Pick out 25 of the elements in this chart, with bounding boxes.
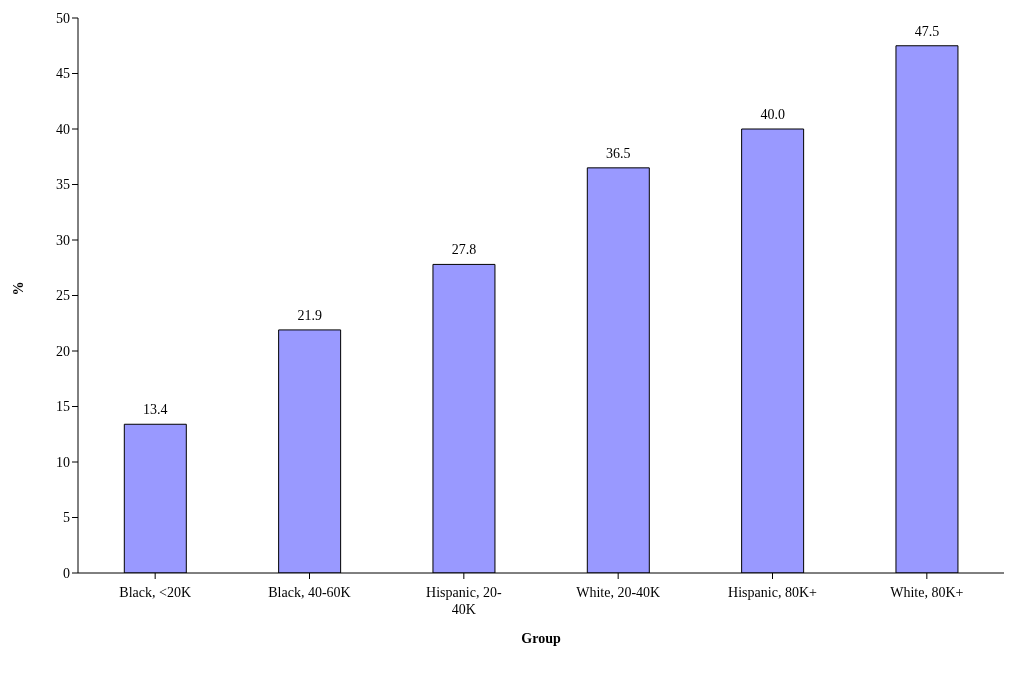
- x-tick-label: Black, <20K: [119, 585, 191, 600]
- data-label: 47.5: [914, 23, 940, 39]
- data-label: 13.4: [143, 402, 168, 418]
- y-tick-label: 25: [56, 288, 70, 304]
- x-tick-label: Hispanic, 20-40K: [426, 585, 502, 617]
- y-tick-label: 30: [56, 232, 70, 248]
- y-tick-label: 15: [56, 399, 70, 415]
- y-tick-label: 0: [63, 565, 70, 581]
- y-tick-label: 50: [56, 10, 70, 26]
- y-axis-title: %: [10, 281, 26, 296]
- x-axis-title: Group: [521, 631, 561, 646]
- x-tick-label: White, 20-40K: [576, 585, 661, 600]
- x-tick-label: Hispanic, 80K+: [728, 585, 817, 600]
- data-label: 36.5: [606, 145, 631, 161]
- y-tick-label: 40: [56, 121, 70, 137]
- y-tick-label: 45: [56, 66, 70, 82]
- data-label: 40.0: [760, 107, 785, 122]
- y-tick-label: 35: [56, 177, 70, 193]
- x-tick-label: Black, 40-60K: [268, 585, 351, 600]
- data-label: 27.8: [451, 242, 477, 258]
- y-tick-label: 10: [56, 454, 70, 470]
- y-tick-label: 20: [56, 343, 70, 359]
- x-tick-label: White, 80K+: [890, 585, 964, 600]
- y-tick-label: 5: [63, 510, 70, 526]
- data-label: 21.9: [297, 307, 322, 323]
